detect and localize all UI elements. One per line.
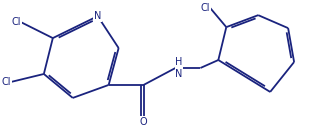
Text: O: O: [140, 117, 147, 127]
Text: Cl: Cl: [201, 3, 210, 13]
Text: H
N: H N: [175, 57, 183, 79]
Text: Cl: Cl: [12, 17, 21, 27]
Text: Cl: Cl: [1, 77, 11, 87]
Text: N: N: [94, 11, 101, 21]
